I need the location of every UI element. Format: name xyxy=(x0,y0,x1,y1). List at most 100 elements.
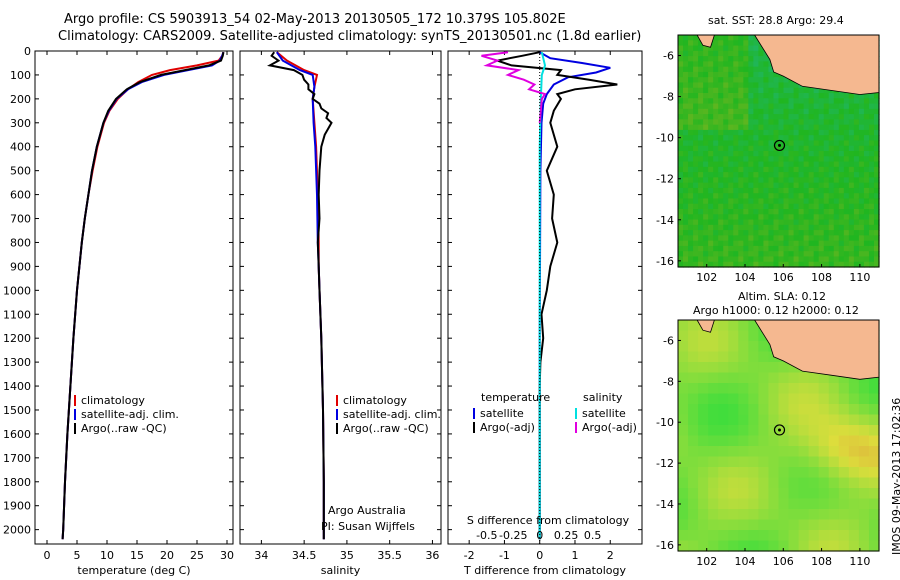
map-cell xyxy=(708,172,714,178)
map-cell xyxy=(683,187,689,194)
map-cell xyxy=(763,156,770,163)
map-cell xyxy=(718,351,729,363)
map-cell xyxy=(863,177,870,184)
map-cell xyxy=(678,151,684,157)
map-cell xyxy=(838,177,845,184)
map-cell xyxy=(678,383,689,395)
map-cell xyxy=(838,519,850,531)
map-cell xyxy=(808,219,815,226)
map-cell xyxy=(793,156,800,163)
map-cell xyxy=(748,103,754,110)
map-cell xyxy=(863,198,870,205)
map-cell xyxy=(848,103,855,110)
map-cell xyxy=(848,193,855,200)
map-cell xyxy=(753,98,760,105)
map-cell xyxy=(803,193,810,200)
x-tick-label: 2 xyxy=(607,549,614,562)
map-cell xyxy=(758,172,765,178)
map-cell xyxy=(683,40,689,47)
map-cell xyxy=(748,114,754,120)
map-cell xyxy=(808,161,815,168)
map-cell xyxy=(763,119,770,126)
map-cell xyxy=(788,177,795,184)
map-cell xyxy=(833,209,840,215)
map-cell xyxy=(873,108,880,115)
map-cell xyxy=(818,240,825,247)
map-cell xyxy=(698,135,704,142)
map-cell xyxy=(833,256,840,263)
map-cell xyxy=(708,219,714,226)
map-cell xyxy=(868,156,875,163)
map-cell xyxy=(748,124,754,131)
map-cell xyxy=(768,230,775,236)
map-cell xyxy=(678,145,684,152)
map-cell xyxy=(863,224,870,231)
map-cell xyxy=(738,93,744,99)
map-cell xyxy=(768,177,775,184)
map-cell xyxy=(713,209,719,215)
map-cell xyxy=(753,82,760,89)
map-cell xyxy=(863,182,870,189)
map-cell xyxy=(733,145,739,152)
map-cell xyxy=(863,103,870,110)
map-cell xyxy=(743,98,749,105)
map-cell xyxy=(678,240,684,247)
map-cell xyxy=(718,435,729,447)
map-cell xyxy=(698,256,704,263)
map-cell xyxy=(693,87,699,94)
map-cell xyxy=(703,50,709,57)
map-cell xyxy=(858,446,870,458)
map-cell xyxy=(733,129,739,136)
map-cell xyxy=(743,77,749,84)
map-cell xyxy=(718,256,724,263)
map-cell xyxy=(778,245,785,252)
map-cell xyxy=(863,98,870,105)
map-cell xyxy=(758,456,770,468)
map-cell xyxy=(858,114,865,120)
map-cell xyxy=(723,77,729,84)
map-cell xyxy=(723,145,729,152)
map-cell xyxy=(703,145,709,152)
map-cell xyxy=(833,177,840,184)
map-cell xyxy=(748,214,754,221)
map-cell xyxy=(873,161,880,168)
x2-axis-label-diff: S difference from climatology xyxy=(467,514,630,527)
map-cell xyxy=(793,129,800,136)
map-cell xyxy=(688,50,694,57)
map-cell xyxy=(728,245,734,252)
map-cell xyxy=(848,488,860,500)
map-cell xyxy=(848,187,855,194)
map-cell xyxy=(808,519,820,531)
map-cell xyxy=(763,103,770,110)
map-cell xyxy=(753,182,760,189)
map-cell xyxy=(768,477,780,489)
map-cell xyxy=(748,351,759,363)
lat-tick-label: -16 xyxy=(656,255,674,268)
map-cell xyxy=(723,256,729,263)
map-cell xyxy=(798,393,810,405)
map-cell xyxy=(693,203,699,210)
map-cell xyxy=(818,108,825,115)
map-cell xyxy=(768,224,775,231)
map-cell xyxy=(773,124,780,131)
map-cell xyxy=(743,93,749,99)
map-cell xyxy=(718,362,729,374)
depth-tick-label: 1800 xyxy=(3,476,31,489)
map-cell xyxy=(768,145,775,152)
depth-tick-label: 700 xyxy=(10,213,31,226)
map-cell xyxy=(738,151,744,157)
map-cell xyxy=(683,124,689,131)
map-cell xyxy=(733,71,739,78)
map-cell xyxy=(713,98,719,105)
map-cell xyxy=(818,214,825,221)
map-cell xyxy=(853,198,860,205)
map-cell xyxy=(763,77,770,84)
map-cell xyxy=(718,50,724,57)
map-cell xyxy=(813,261,820,268)
map-cell xyxy=(708,193,714,200)
map-cell xyxy=(843,156,850,163)
map-cell xyxy=(753,108,760,115)
map-cell xyxy=(838,256,845,263)
map-cell xyxy=(743,103,749,110)
